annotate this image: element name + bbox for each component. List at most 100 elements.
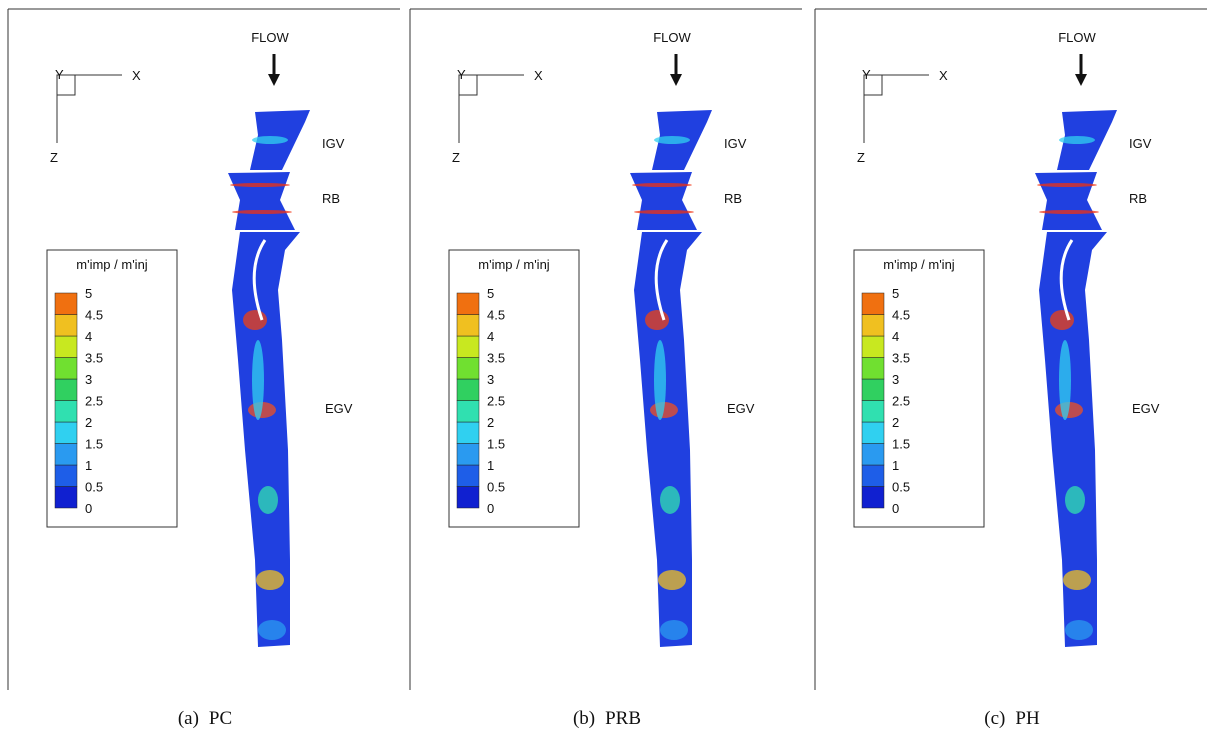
legend-swatch bbox=[54, 443, 78, 466]
contour-spot bbox=[252, 340, 264, 420]
contour-spot bbox=[660, 620, 688, 640]
blade-region bbox=[630, 172, 697, 230]
legend-level: 0.5 bbox=[85, 480, 103, 495]
legend-swatch bbox=[861, 335, 885, 358]
blade-region bbox=[634, 232, 702, 647]
contour-spot bbox=[1065, 620, 1093, 640]
contour-spot bbox=[1065, 486, 1085, 514]
legend-level: 1.5 bbox=[85, 437, 103, 452]
contour-spot bbox=[645, 310, 669, 330]
legend-level: 3.5 bbox=[487, 351, 505, 366]
axis-box bbox=[458, 74, 478, 96]
region-label: EGV bbox=[727, 401, 755, 416]
panel: Y X Z FLOW IGV RB EGV m'imp / m'inj 0 0.5 1 1.5 2 2.5… bbox=[814, 8, 1207, 729]
legend-level: 5 bbox=[85, 286, 92, 301]
legend-swatch bbox=[456, 292, 480, 315]
legend-swatch bbox=[861, 378, 885, 401]
legend-swatch bbox=[861, 400, 885, 423]
legend-swatch bbox=[54, 335, 78, 358]
flow-arrowhead bbox=[670, 74, 682, 86]
caption-tag: (c) bbox=[984, 708, 1005, 729]
legend-level: 5 bbox=[892, 286, 899, 301]
legend-swatch bbox=[861, 357, 885, 380]
legend-swatch bbox=[861, 314, 885, 337]
legend-level: 2.5 bbox=[85, 394, 103, 409]
contour-spot bbox=[243, 310, 267, 330]
legend-level: 4 bbox=[892, 329, 899, 344]
panel: Y X Z FLOW IGV RB EGV m'imp / m'inj 0 0.5 1 1.5 2 2.5… bbox=[7, 8, 400, 729]
legend-swatch bbox=[861, 443, 885, 466]
legend-swatch bbox=[861, 292, 885, 315]
axis-label: X bbox=[939, 68, 948, 83]
contour-spot bbox=[256, 570, 284, 590]
region-label: EGV bbox=[325, 401, 353, 416]
legend-level: 1.5 bbox=[487, 437, 505, 452]
caption-tag: (b) bbox=[573, 708, 595, 729]
axis-label: Y bbox=[55, 67, 64, 82]
contour-spot bbox=[1063, 570, 1091, 590]
contour-spot bbox=[230, 183, 290, 187]
axis-label: Z bbox=[50, 150, 58, 165]
axis-label: X bbox=[534, 68, 543, 83]
caption-tag: (a) bbox=[178, 708, 199, 729]
blade-gap bbox=[1059, 239, 1074, 321]
caption: (b) PRB bbox=[573, 708, 641, 729]
legend-swatch bbox=[456, 400, 480, 423]
axis-label: Z bbox=[857, 150, 865, 165]
legend-title: m'imp / m'inj bbox=[76, 257, 148, 272]
legend-level: 2.5 bbox=[892, 394, 910, 409]
contour-spot bbox=[660, 486, 680, 514]
flow-arrowhead bbox=[1075, 74, 1087, 86]
legend-level: 1 bbox=[487, 458, 494, 473]
legend-swatch bbox=[54, 486, 78, 509]
blade-region bbox=[228, 172, 295, 230]
caption: (a) PC bbox=[178, 708, 232, 729]
legend-level: 3 bbox=[892, 372, 899, 387]
legend-title: m'imp / m'inj bbox=[883, 257, 955, 272]
region-label: RB bbox=[1129, 191, 1147, 206]
contour-spot bbox=[658, 570, 686, 590]
legend-level: 2 bbox=[892, 415, 899, 430]
axis-label: Y bbox=[862, 67, 871, 82]
legend-level: 2.5 bbox=[487, 394, 505, 409]
legend-swatch bbox=[54, 292, 78, 315]
legend-level: 0 bbox=[892, 501, 899, 516]
contour-spot bbox=[634, 210, 694, 214]
blade-gap bbox=[252, 239, 267, 321]
legend-level: 3.5 bbox=[85, 351, 103, 366]
legend-swatch bbox=[54, 400, 78, 423]
contour-spot bbox=[258, 486, 278, 514]
legend-level: 1.5 bbox=[892, 437, 910, 452]
blade-region bbox=[1035, 172, 1102, 230]
legend-level: 4.5 bbox=[487, 308, 505, 323]
axis-box bbox=[863, 74, 883, 96]
region-label: IGV bbox=[724, 136, 747, 151]
caption-name: PH bbox=[1015, 708, 1040, 729]
legend-level: 0.5 bbox=[892, 480, 910, 495]
contour-spot bbox=[1059, 136, 1095, 144]
legend-swatch bbox=[54, 421, 78, 444]
region-label: RB bbox=[724, 191, 742, 206]
axis-label: Y bbox=[457, 67, 466, 82]
flow-arrowhead bbox=[268, 74, 280, 86]
legend-swatch bbox=[54, 378, 78, 401]
contour-spot bbox=[232, 210, 292, 214]
blade-region bbox=[1039, 232, 1107, 647]
legend-level: 4 bbox=[487, 329, 494, 344]
caption-name: PRB bbox=[605, 708, 641, 729]
legend-swatch bbox=[456, 443, 480, 466]
region-label: RB bbox=[322, 191, 340, 206]
contour-spot bbox=[1059, 340, 1071, 420]
contour-spot bbox=[654, 136, 690, 144]
flow-label: FLOW bbox=[251, 30, 289, 45]
legend-swatch bbox=[54, 464, 78, 487]
caption: (c) PH bbox=[984, 708, 1040, 729]
contour-spot bbox=[654, 340, 666, 420]
contour-spot bbox=[1037, 183, 1097, 187]
panel: Y X Z FLOW IGV RB EGV m'imp / m'inj 0 0.5 1 1.5 2 2.5… bbox=[409, 8, 802, 729]
legend-swatch bbox=[456, 486, 480, 509]
region-label: IGV bbox=[322, 136, 345, 151]
legend-level: 3 bbox=[85, 372, 92, 387]
legend-level: 0.5 bbox=[487, 480, 505, 495]
